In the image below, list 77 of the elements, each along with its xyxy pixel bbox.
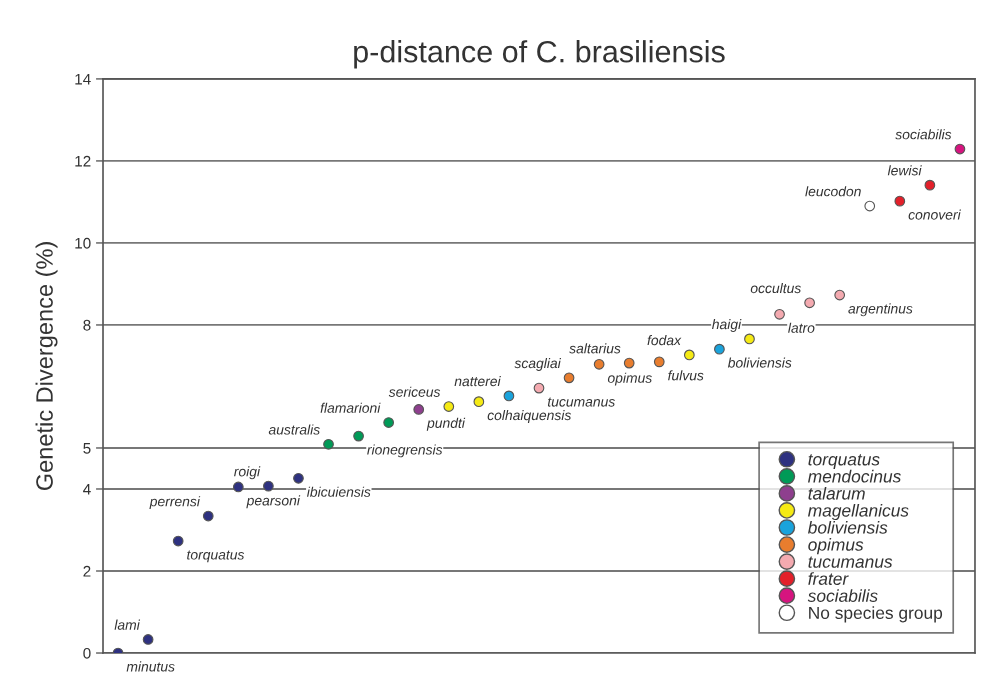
point [293, 472, 304, 484]
annotation: perrensi [149, 496, 201, 510]
legend-label: frater [808, 572, 849, 585]
annotation: pearsoni [246, 495, 301, 509]
legend-label: tucumanus [808, 556, 893, 568]
annotation: flamarioni [320, 402, 381, 413]
point [202, 510, 214, 522]
point [142, 634, 154, 645]
annotation: fodax [647, 335, 682, 346]
point [323, 438, 334, 450]
point [232, 481, 244, 493]
legend-label: mendocinus [808, 469, 901, 483]
point [744, 333, 755, 345]
annotation: fulvus [668, 370, 704, 381]
point [503, 390, 515, 402]
annotation: boliviensis [727, 357, 792, 368]
point [834, 289, 846, 301]
y-tick-label: 14 [75, 73, 91, 85]
point [714, 343, 725, 355]
annotation: sericeus [388, 386, 441, 397]
point [413, 404, 425, 415]
point [383, 417, 395, 428]
annotation: saltarius [569, 343, 621, 354]
annotation: leucodon [805, 186, 861, 197]
point [924, 179, 936, 191]
y-tick-label: 10 [75, 237, 91, 249]
legend-label: No species group [809, 606, 943, 623]
legend-label: magellanicus [808, 503, 909, 521]
annotation: pundti [426, 417, 466, 431]
annotation: roigi [234, 466, 261, 480]
point [353, 430, 364, 442]
point [263, 480, 274, 492]
legend-label: torquatus [808, 454, 880, 469]
annotation: lami [114, 619, 141, 630]
point [172, 535, 184, 547]
annotation: sociabilis [895, 129, 952, 140]
y-tick-label: 12 [75, 155, 91, 167]
annotation: occultus [750, 282, 801, 294]
text: minutus [126, 661, 175, 672]
annotation: rionegrensis [367, 444, 443, 458]
y-tick-label: 8 [83, 319, 91, 331]
annotation: torquatus [187, 550, 245, 563]
annotation: argentinus [848, 303, 913, 317]
point [623, 357, 635, 369]
point [473, 396, 485, 408]
annotation: opimus [607, 372, 652, 386]
point [563, 372, 575, 384]
point [533, 382, 545, 394]
chart-title: p-distance of C. brasiliensis [354, 40, 725, 69]
y-axis-title: Genetic Divergence (%) [35, 242, 58, 491]
annotation: natterei [454, 376, 501, 387]
point [593, 358, 605, 370]
y-tick-label: 4 [83, 484, 91, 495]
annotation: tucumanus [547, 397, 615, 407]
legend-label: boliviensis [807, 520, 888, 534]
y-tick-label: 0 [83, 647, 91, 659]
legend-label: opimus [808, 538, 864, 555]
annotation: scagliai [514, 357, 562, 371]
annotation: conoveri [908, 209, 961, 220]
point [864, 200, 876, 212]
point [443, 401, 455, 412]
annotation: colhaiquensis [487, 409, 572, 423]
annotation: australis [268, 424, 320, 435]
annotation: latro [788, 322, 815, 333]
point [804, 297, 815, 309]
y-tick-label: 5 [83, 443, 91, 454]
point [683, 349, 695, 361]
point [894, 195, 906, 207]
y-tick-label: 2 [83, 565, 91, 577]
legend-label: talarum [808, 486, 865, 500]
annotation: ibicuiensis [307, 486, 371, 497]
point [653, 356, 665, 368]
annotation: haigi [712, 319, 742, 332]
point [774, 308, 785, 320]
annotation: lewisi [887, 165, 922, 176]
point [954, 143, 966, 155]
legend-label: sociabilis [807, 589, 878, 602]
